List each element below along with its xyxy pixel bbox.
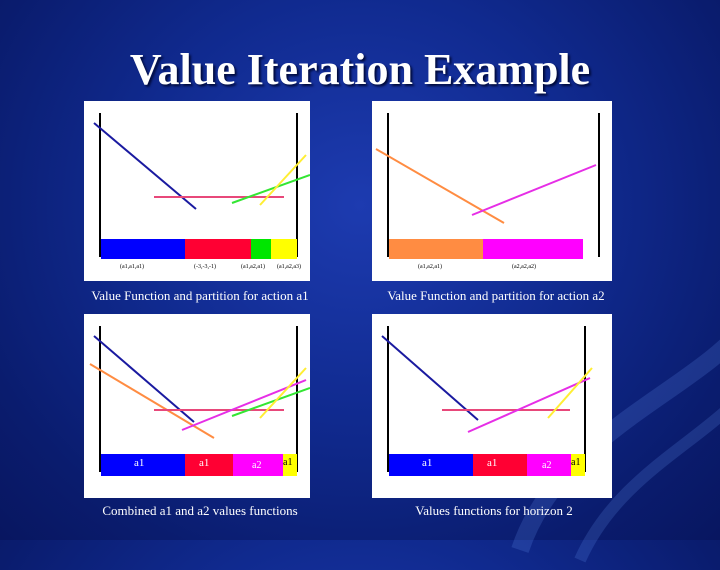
axis-label-1: (a1,a1,a1) [120,264,144,270]
panel-combined-values: a1 a1 a2 a1 [84,314,310,498]
region-magenta [527,454,571,476]
region-red [473,454,527,476]
orange-value-line [89,363,215,439]
yellow-value-line [547,367,593,419]
partition-yellow [271,239,297,259]
region-blue [101,454,185,476]
panel-a2-value-function: (a1,a2,a1) (a2,a2,a2) [372,101,612,281]
magenta-value-line [181,379,307,431]
magenta-value-line [467,377,591,433]
region-label-4: a1 [283,457,293,468]
partition-red [185,239,251,259]
orange-value-line [375,148,505,224]
blue-value-line [381,335,479,421]
blue-value-line [93,122,197,210]
caption-panel-2: Value Function and partition for action … [387,288,605,303]
background-swirl [511,339,720,563]
magenta-value-line [471,164,597,216]
blue-value-line [93,335,195,423]
partition-magenta [483,239,583,259]
axis-label-3: (a1,a2,a1) [241,264,265,270]
axis-label-2: (a2,a2,a2) [512,264,536,270]
caption-panel-4: Values functions for horizon 2 [415,503,573,518]
yellow-value-line [259,154,307,206]
partition-orange [389,239,483,259]
panel-a1-value-function: (a1,a1,a1) (-3,-3,-1) (a1,a2,a1) (a1,a2,… [84,101,310,281]
yellow-value-line [259,367,307,419]
region-red [185,454,233,476]
panel-horizon-2-chart [381,326,593,476]
region-label-3: a2 [252,460,262,471]
panel-a2-chart [375,113,600,259]
region-label-2: a1 [199,457,210,469]
partition-green [251,239,271,259]
axis-label-4: (a1,a2,a3) [277,264,301,270]
panel-combined-chart [89,326,310,476]
region-yellow [283,454,297,476]
green-value-line [231,174,310,204]
partition-blue [101,239,185,259]
axis-label-2: (-3,-3,-1) [194,264,216,270]
green-value-line [231,387,310,417]
region-magenta [233,454,283,476]
region-label-1: a1 [134,457,145,469]
caption-panel-1: Value Function and partition for action … [91,288,309,303]
region-label-2: a1 [487,457,498,469]
page-title: Value Iteration Example [129,45,591,94]
region-label-3: a2 [542,460,552,471]
region-blue [389,454,473,476]
caption-panel-3: Combined a1 and a2 values functions [102,503,298,518]
axis-label-1: (a1,a2,a1) [418,264,442,270]
panel-a1-chart [93,113,310,259]
region-yellow [571,454,585,476]
panel-horizon-2-values: a1 a1 a2 a1 [372,314,612,498]
region-label-1: a1 [422,457,433,469]
region-label-4: a1 [571,457,581,468]
